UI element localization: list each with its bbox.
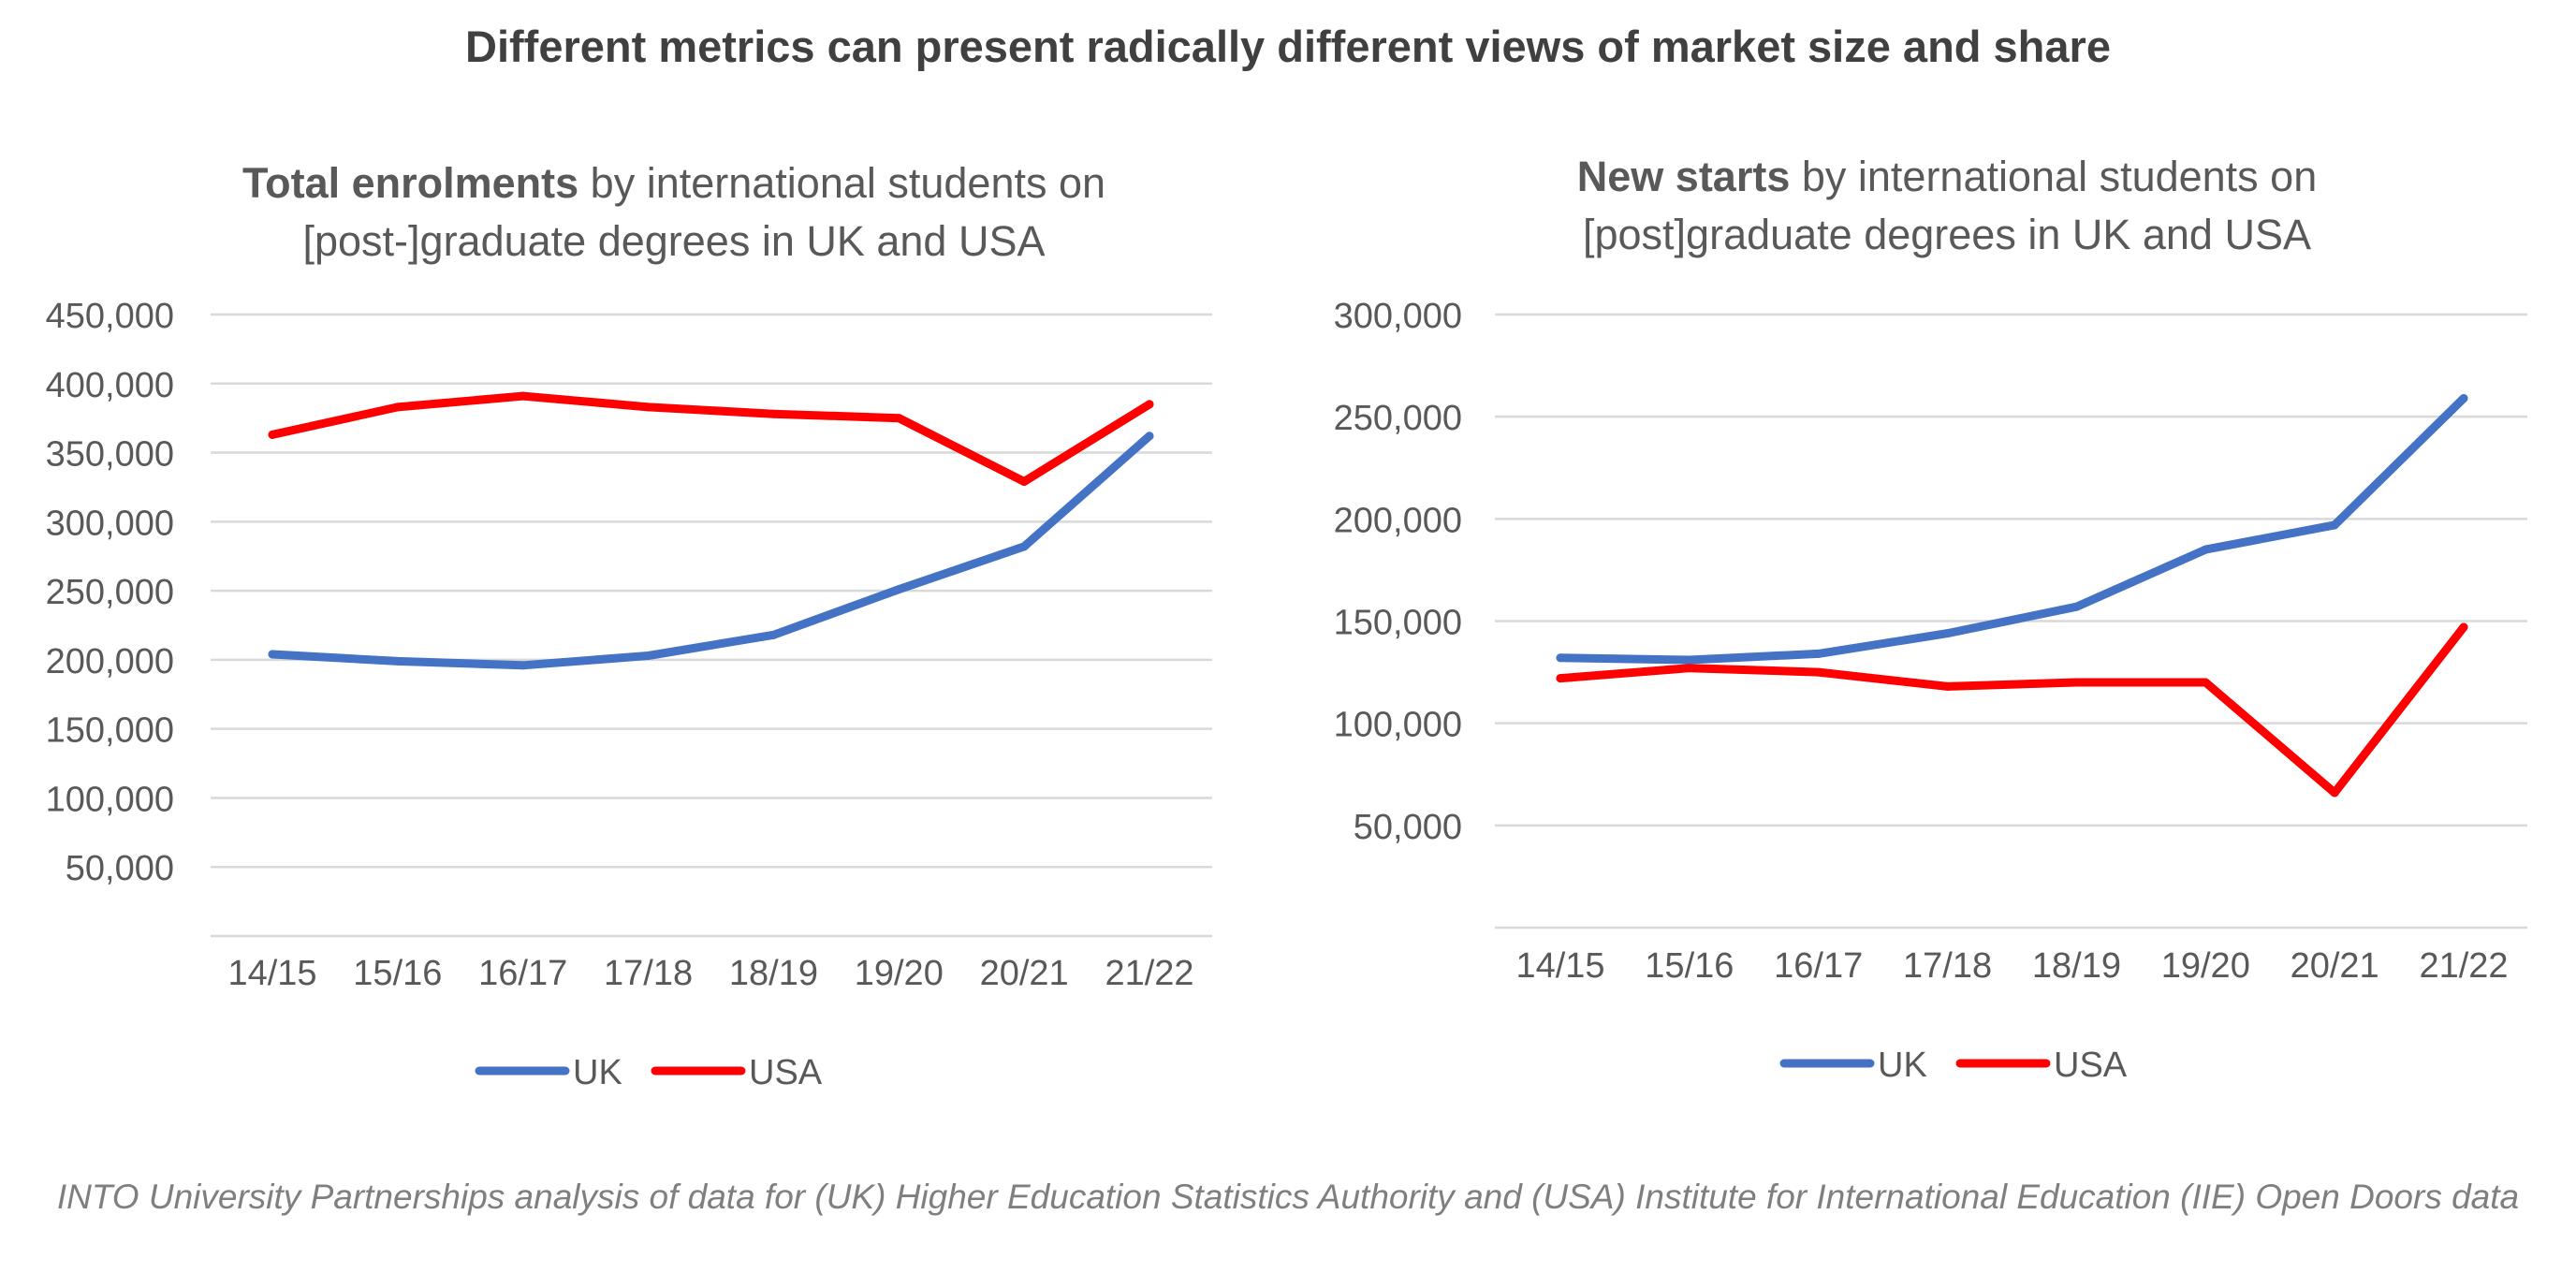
chart-1-y-tick-label: 150,000 (46, 711, 174, 751)
chart-1-y-tick-label: 100,000 (46, 780, 174, 819)
chart-2-series-usa-point (2459, 622, 2468, 632)
chart-1-series-usa-point (1145, 400, 1154, 409)
chart-2-series-uk-line (1556, 394, 2468, 665)
chart-1-y-tick-label: 350,000 (46, 435, 174, 475)
chart-1-title: Total enrolments by international studen… (187, 154, 1161, 271)
chart-1-y-tick-label: 300,000 (46, 504, 174, 543)
chart-2-series-usa-point (1556, 674, 1565, 683)
chart-1-x-tick-label: 20/21 (980, 954, 1069, 993)
chart-2-series-usa-point (1814, 667, 1823, 677)
chart-2-series-uk-point (2071, 602, 2081, 611)
chart-2-x-tick-label: 16/17 (1774, 946, 1863, 986)
chart-1-y-tick-label: 400,000 (46, 366, 174, 405)
chart-2-x-tick-label: 18/19 (2032, 946, 2121, 986)
chart-1-x-tick-label: 18/19 (729, 954, 818, 993)
chart-1-series-usa-line (268, 391, 1154, 486)
chart-1-series-uk-point (393, 656, 402, 666)
chart-2-x-tick-label: 20/21 (2291, 946, 2379, 986)
chart-2-title: New starts by international students on … (1460, 148, 2434, 264)
chart-2-legend-label-usa: USA (2054, 1046, 2128, 1085)
chart-1-x-tick-label: 16/17 (478, 954, 567, 993)
chart-1-series-usa-point (894, 414, 903, 423)
chart-2-title-line2: [post]graduate degrees in UK and USA (1583, 211, 2311, 258)
chart-2-legend-label-uk: UK (1878, 1046, 1927, 1085)
chart-1-x-tick-label: 21/22 (1105, 954, 1193, 993)
chart-2-y-tick-label: 50,000 (1354, 808, 1462, 847)
chart-1-y-tick-label: 50,000 (66, 849, 174, 888)
chart-1-series-uk-point (768, 630, 778, 639)
chart-2-series-uk-point (2459, 394, 2468, 403)
chart-2-y-tick-label: 200,000 (1334, 501, 1462, 540)
chart-2-series-usa-point (2071, 678, 2081, 687)
chart-1-title-rest: by international students on (578, 159, 1106, 207)
chart-1-title-bold: Total enrolments (242, 159, 579, 207)
chart-1-y-tick-label: 200,000 (46, 642, 174, 681)
chart-1-x-tick-label: 15/16 (353, 954, 442, 993)
chart-2-x-tick-label: 19/20 (2161, 946, 2250, 986)
chart-2-series-uk-point (2330, 520, 2339, 530)
chart-2-y-tick-label: 100,000 (1334, 706, 1462, 745)
chart-1-series-usa-point (268, 430, 277, 439)
chart-1-y-tick-label: 450,000 (46, 297, 174, 336)
chart-1-x-tick-label: 17/18 (604, 954, 693, 993)
chart-1-series-uk-line (268, 432, 1154, 670)
chart-2-y-tick-label: 150,000 (1334, 604, 1462, 643)
chart-2-series-usa-point (2330, 788, 2339, 798)
chart-2-series-usa-point (1943, 681, 1953, 691)
chart-1-series-usa-point (1019, 477, 1029, 487)
chart-2-title-rest: by international students on (1790, 153, 2318, 200)
chart-2-series-usa-point (1685, 664, 1694, 673)
chart-2-series-uk-point (1943, 629, 1953, 638)
chart-1-series-uk-point (519, 661, 528, 670)
chart-1-x-tick-label: 19/20 (855, 954, 944, 993)
chart-1-series-uk-point (268, 650, 277, 659)
chart-1-legend-label-usa: USA (749, 1053, 823, 1092)
chart-1-series-uk-point (1145, 432, 1154, 441)
chart-1-title-line2: [post-]graduate degrees in UK and USA (302, 217, 1046, 265)
chart-2-x-tick-label: 17/18 (1903, 946, 1992, 986)
source-note: INTO University Partnerships analysis of… (56, 1178, 2520, 1216)
chart-1-series-usa-point (644, 402, 653, 412)
chart-1-series-uk-point (894, 585, 903, 594)
chart-2-x-tick-label: 21/22 (2419, 946, 2508, 986)
chart-1-series-usa-point (519, 391, 528, 401)
figure-title: Different metrics can present radically … (465, 22, 2111, 71)
chart-2-series-uk-point (1814, 649, 1823, 658)
chart-1-x-tick-label: 14/15 (227, 954, 316, 993)
chart-2-title-bold: New starts (1576, 153, 1791, 200)
chart-2-series-uk-point (1685, 655, 1694, 665)
chart-1-series-usa-point (393, 402, 402, 412)
chart-2-y-tick-label: 300,000 (1334, 297, 1462, 336)
chart-1-series-usa-point (768, 409, 778, 418)
chart-2-y-tick-label: 250,000 (1334, 399, 1462, 438)
chart-1-series-uk-point (644, 651, 653, 660)
chart-1-series-uk-point (1019, 542, 1029, 551)
chart-2-series-usa-line (1556, 622, 2468, 798)
chart-2-series-usa-point (2201, 678, 2210, 687)
chart-1-legend-label-uk: UK (573, 1053, 622, 1092)
chart-1-y-tick-label: 250,000 (46, 573, 174, 612)
chart-2-x-tick-label: 15/16 (1645, 946, 1734, 986)
chart-2-x-tick-label: 14/15 (1515, 946, 1604, 986)
chart-2-series-uk-point (2201, 545, 2210, 554)
chart-2-series-uk-point (1556, 653, 1565, 663)
